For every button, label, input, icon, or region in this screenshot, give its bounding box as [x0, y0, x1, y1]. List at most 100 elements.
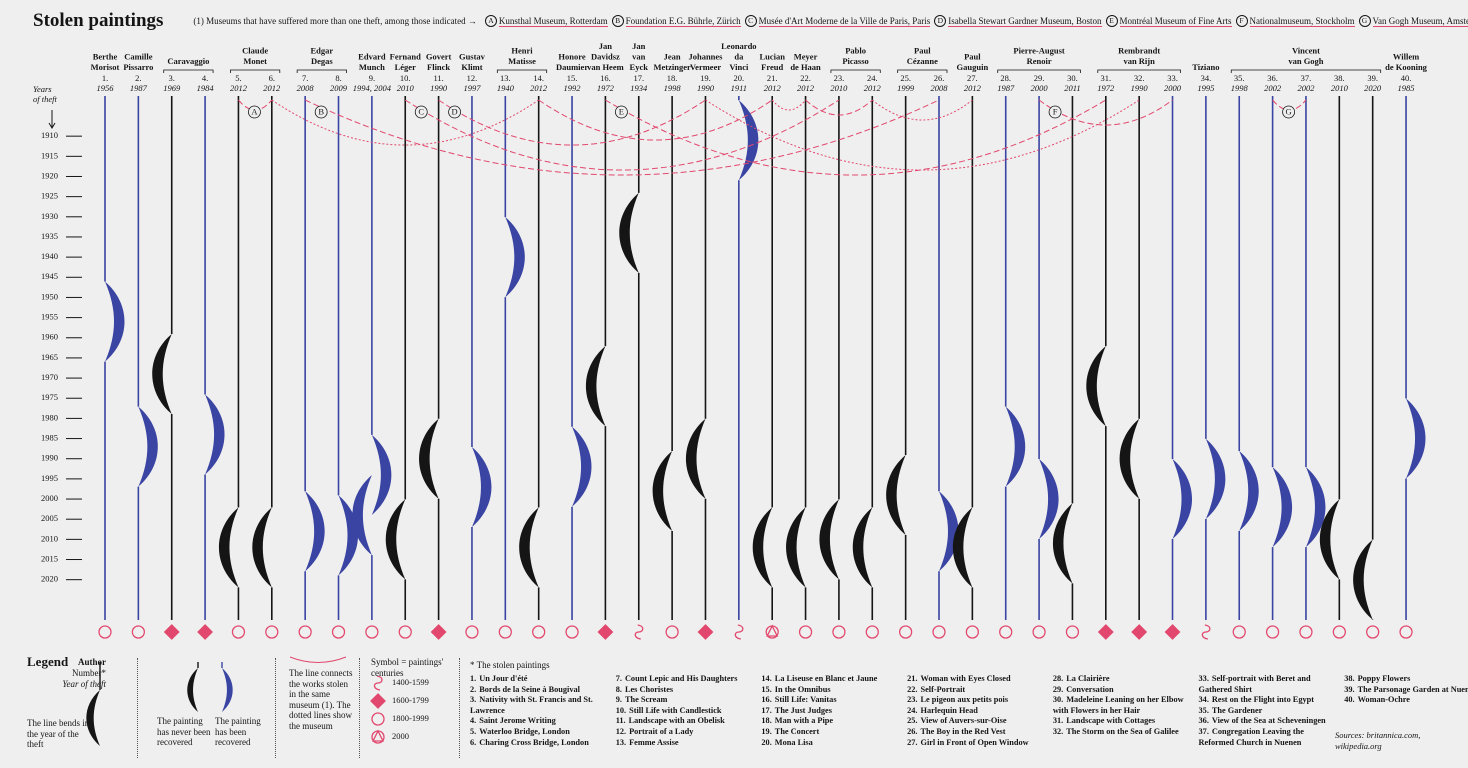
museum-marker [1048, 105, 1062, 119]
museum-link [871, 99, 973, 121]
painting-list-item: 8. Les Choristes [616, 685, 752, 696]
author-bracket [230, 69, 281, 73]
theft-bend [1305, 467, 1326, 548]
painting-title: Self-Portrait [920, 684, 966, 694]
painting-title: The Boy in the Red Vest [920, 726, 1006, 736]
author-name: Caravaggio [167, 56, 209, 66]
theft-year-label: 1911 [731, 83, 747, 93]
legend-author: Author [77, 657, 106, 667]
author-name: Lucian [759, 51, 785, 61]
painting-title: View of Auvers-sur-Oise [920, 716, 1007, 726]
museum-link [705, 99, 1140, 171]
author-bracket [997, 69, 1081, 73]
painting-number: 8. [335, 73, 341, 83]
century-symbol [398, 625, 412, 639]
legend-bend: The line bends in the year of the theft [27, 718, 90, 749]
painting-list-item: 14. La Liseuse en Blanc et Jaune [761, 674, 897, 685]
theft-bend [1039, 459, 1059, 540]
painting-number: 38. [1334, 73, 1345, 83]
painting-title: La Liseuse en Blanc et Jaune [774, 674, 878, 683]
theft-year-label: 1998 [1231, 83, 1249, 93]
painting-list-item: 36. View of the Sea at Scheveningen [1199, 716, 1335, 727]
y-axis-label-line: Years [33, 84, 52, 94]
painting-number: 5. [235, 73, 241, 83]
theft-bend [1272, 467, 1293, 548]
theft-year-label: 1992 [564, 83, 582, 93]
author-name: Fernand [390, 51, 421, 61]
author-name: Jan [599, 41, 613, 51]
author-name: Tiziano [1192, 62, 1219, 72]
century-symbol [1332, 625, 1346, 639]
y-tick-label: 1935 [41, 231, 58, 241]
legend-bend [86, 690, 100, 746]
author-name: Pissarro [123, 62, 153, 72]
century-symbol [798, 625, 813, 639]
century-symbol [231, 625, 246, 639]
painting-list-item: 10. Still Life with Candlestick [616, 706, 752, 717]
painting-list-item: 28. La Clairière [1053, 674, 1189, 685]
museum-entry: F Nationalmuseum, Stockholm [1235, 15, 1355, 27]
theft-bend [218, 507, 239, 588]
theft-year-label: 1990 [1131, 83, 1149, 93]
theft-year-label: 2009 [330, 83, 348, 93]
painting-number: 20. [734, 73, 745, 83]
painting-list-number: 31. [1052, 716, 1064, 726]
theft-bend [519, 507, 539, 588]
theft-bend [738, 100, 759, 181]
painting-number: 33. [1167, 73, 1178, 83]
author-name: Klimt [461, 62, 482, 72]
author-name: Govert [426, 51, 452, 61]
painting-list-number: 14. [761, 674, 772, 683]
painting-number: 35. [1234, 73, 1245, 83]
painting-number: 37. [1301, 73, 1312, 83]
painting-number: 29. [1034, 73, 1045, 83]
theft-bend [505, 217, 525, 298]
century-symbol [365, 625, 379, 639]
century-symbol [373, 675, 383, 691]
century-symbol [197, 624, 213, 640]
painting-number: 39. [1367, 73, 1378, 83]
painting-list-number: 12. [615, 726, 627, 736]
century-symbol [1299, 625, 1313, 639]
author-name: Willem [1393, 51, 1419, 61]
legend-century: 1400-1599 [392, 677, 429, 687]
painting-title: Count Lepic and His Daughters [624, 674, 738, 683]
theft-year-label: 2012 [797, 83, 815, 93]
author-name: Gustav [459, 51, 486, 61]
y-tick-label: 1985 [41, 433, 58, 443]
century-symbol [163, 624, 180, 640]
painting-list-number: 3. [470, 695, 477, 705]
theft-bend [1052, 503, 1073, 584]
painting-title: Portrait of a Lady [629, 726, 694, 736]
museum-note: (1) Museums that have suffered more than… [193, 16, 477, 26]
sources: Sources: britannica.com, wikipedia.org [1335, 730, 1421, 751]
theft-bend [786, 507, 806, 588]
painting-list-item: 6. Charing Cross Bridge, London [470, 738, 606, 749]
author-name: de Kooning [1385, 62, 1428, 72]
y-tick-label: 1970 [41, 372, 58, 382]
author-bracket [296, 69, 347, 73]
painting-number: 27. [967, 73, 978, 83]
century-symbol [1097, 624, 1114, 640]
painting-list-number: 7. [615, 674, 622, 683]
legend-bend [222, 668, 233, 712]
theft-year-label: 1985 [1398, 83, 1415, 93]
theft-year-label: 1940 [497, 83, 515, 93]
painting-number: 9. [369, 73, 375, 83]
theft-bend [1005, 406, 1026, 487]
museum-marker-letter: C [418, 106, 424, 116]
museum-marker [448, 105, 462, 119]
painting-title: The Gardener [1211, 705, 1263, 715]
museum-name: Kunsthal Museum, Rotterdam [498, 15, 608, 27]
author-name: Honore [558, 51, 585, 61]
painting-list-item: 15. In the Omnibus [761, 685, 897, 696]
painting-list-item: 29. Conversation [1053, 685, 1189, 696]
author-name: Picasso [842, 56, 868, 66]
painting-list-number: 36. [1198, 716, 1209, 726]
author-name: Munch [359, 62, 385, 72]
museum-link [605, 99, 1107, 176]
painting-list-number: 9. [615, 695, 622, 705]
museum-link [805, 99, 873, 116]
legend-bend [187, 668, 198, 712]
